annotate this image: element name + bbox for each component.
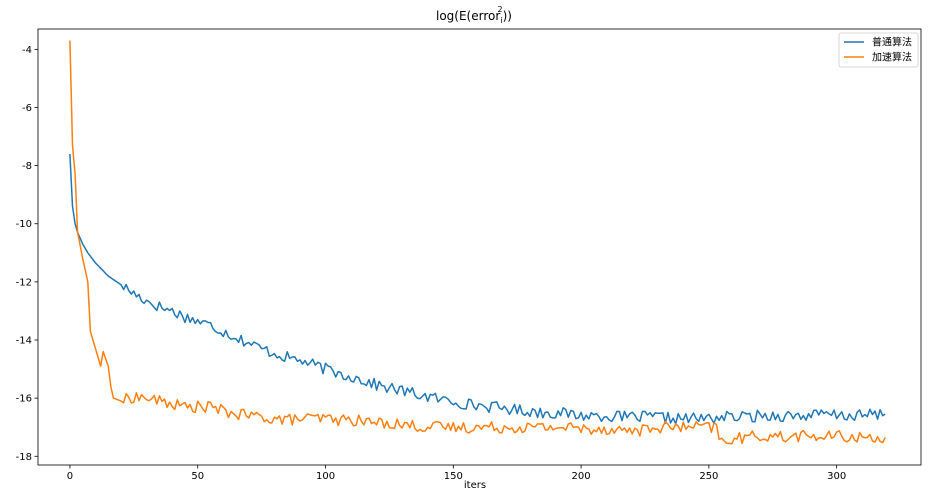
chart-title-superscript: 2: [498, 5, 503, 14]
legend-label-series-2: 加速算法: [872, 51, 912, 64]
x-tick-label: 50: [191, 471, 204, 482]
x-tick-label: 0: [67, 471, 73, 482]
chart-title-subscript: i: [500, 16, 502, 25]
y-axis-ticks: -4 -6 -8 -10 -12 -14 -16 -18: [16, 45, 38, 463]
x-tick-label: 250: [699, 471, 718, 482]
y-tick-label: -16: [16, 394, 32, 405]
y-tick-label: -18: [16, 452, 32, 463]
series-line-2: [69, 40, 886, 445]
chart-title-end: )): [503, 9, 512, 23]
y-tick-label: -4: [22, 45, 32, 56]
x-tick-label: 150: [444, 471, 463, 482]
x-tick-label: 200: [572, 471, 591, 482]
x-axis-ticks: 0 50 100 150 200 250 300: [67, 465, 846, 482]
chart-title-main: log(E(error: [436, 9, 500, 23]
x-tick-label: 100: [316, 471, 335, 482]
legend: 普通算法 加速算法: [838, 32, 919, 68]
y-tick-label: -8: [22, 161, 32, 172]
y-tick-label: -12: [16, 277, 32, 288]
legend-label-series-1: 普通算法: [872, 36, 912, 49]
y-tick-label: -10: [16, 219, 32, 230]
x-tick-label: 300: [827, 471, 846, 482]
x-axis-label: iters: [464, 480, 486, 491]
chart-title: log(E(errori 2)): [436, 5, 512, 25]
series-line-1: [69, 153, 886, 425]
y-tick-label: -14: [16, 336, 32, 347]
series-layer: [69, 40, 886, 445]
plot-frame: [37, 28, 922, 466]
y-tick-label: -6: [22, 103, 32, 114]
